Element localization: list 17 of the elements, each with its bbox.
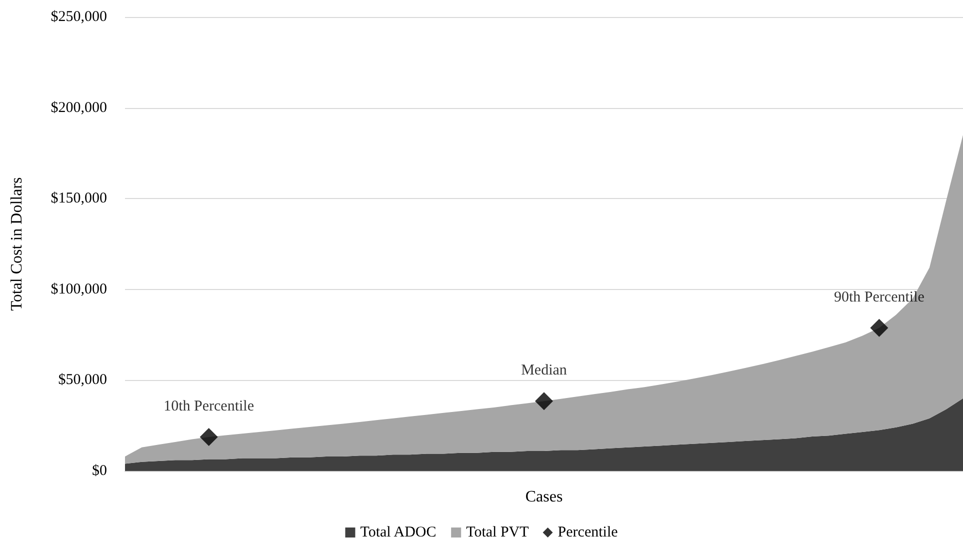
y-tick-label: $150,000: [50, 190, 107, 207]
y-tick-label: $250,000: [50, 9, 107, 25]
y-tick-label: $0: [92, 463, 107, 479]
y-tick-label: $200,000: [50, 100, 107, 116]
legend-label: Total ADOC: [360, 524, 436, 540]
point: [870, 318, 888, 337]
x-axis-title: Cases: [525, 488, 563, 506]
annotation: 90th Percentile: [834, 289, 925, 306]
y-axis-title: Total Cost in Dollars: [8, 177, 26, 311]
annotation: Median: [521, 362, 568, 379]
y-tick-label: $50,000: [58, 372, 107, 388]
point: [535, 392, 553, 410]
annotation: 10th Percentile: [164, 398, 254, 415]
legend-label: Percentile: [558, 524, 618, 540]
y-tick-label: $100,000: [50, 281, 107, 298]
legend-label: Total PVT: [466, 524, 529, 540]
point: [200, 428, 218, 446]
